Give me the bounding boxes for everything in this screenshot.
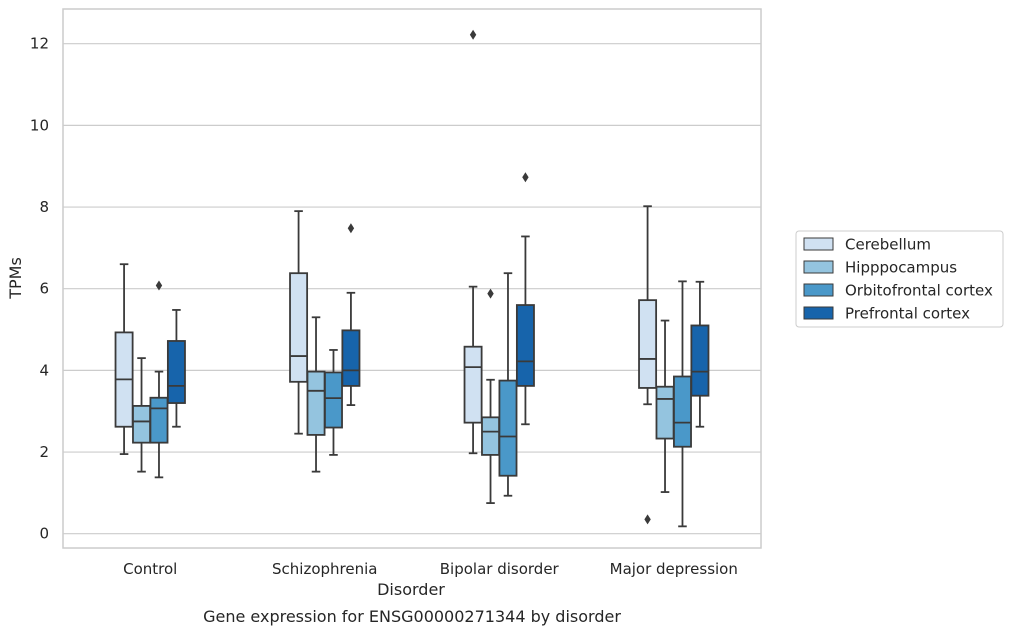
- series-group: [149, 272, 692, 528]
- box: [149, 280, 169, 479]
- box: [515, 172, 535, 426]
- box: [673, 280, 692, 528]
- box-body: [306, 370, 326, 436]
- box: [498, 272, 518, 497]
- legend-label: Cerebellum: [845, 236, 931, 254]
- y-axis-label: TPMs: [6, 257, 25, 300]
- box: [306, 316, 326, 473]
- box-body: [498, 379, 518, 477]
- box-body: [638, 299, 658, 389]
- box: [324, 349, 343, 456]
- legend-item: Prefrontal cortex: [803, 305, 970, 323]
- box-body: [324, 371, 343, 429]
- legend-item: Cerebellum: [803, 236, 931, 254]
- box: [132, 357, 151, 473]
- x-tick-label: Schizophrenia: [272, 560, 377, 578]
- x-tick-label: Bipolar disorder: [440, 560, 560, 578]
- box-body: [289, 272, 309, 383]
- box-body: [673, 375, 692, 448]
- box: [638, 205, 658, 525]
- box: [289, 210, 309, 435]
- y-tick-labels: 0 2 4 6 8 10 12: [30, 35, 49, 543]
- y-tick-label: 8: [39, 198, 49, 216]
- box: [481, 288, 500, 504]
- series-group: [114, 29, 658, 525]
- y-tick-label: 4: [39, 361, 49, 379]
- box: [690, 280, 710, 428]
- box-body: [481, 416, 500, 456]
- legend-swatch: [803, 260, 834, 274]
- outlier-point: [522, 172, 529, 183]
- legend-label: Hipppocampus: [845, 259, 957, 277]
- chart-caption: Gene expression for ENSG00000271344 by d…: [203, 607, 621, 626]
- outlier-point: [644, 514, 651, 525]
- x-tick-label: Control: [123, 560, 177, 578]
- box: [166, 309, 186, 428]
- y-tick-label: 2: [39, 443, 49, 461]
- legend-swatch: [803, 306, 834, 320]
- box-body: [690, 324, 710, 397]
- box-body: [463, 345, 483, 424]
- x-tick-labels: Control Schizophrenia Bipolar disorder Majo…: [123, 560, 738, 578]
- box: [341, 223, 361, 406]
- outlier-point: [469, 29, 477, 40]
- y-tick-label: 10: [30, 116, 49, 134]
- legend: Cerebellum Hipppocampus Orbitofrontal cort…: [795, 230, 1004, 328]
- legend-item: Hipppocampus: [803, 259, 957, 277]
- y-tick-label: 12: [30, 35, 49, 53]
- series-group: [166, 172, 710, 428]
- y-tick-label: 6: [39, 280, 49, 298]
- series-group: [132, 288, 675, 504]
- box-body: [149, 396, 169, 444]
- legend-label: Orbitofrontal cortex: [845, 282, 993, 300]
- legend-label: Prefrontal cortex: [845, 305, 970, 323]
- legend-frame: [795, 230, 1004, 328]
- legend-item: Orbitofrontal cortex: [803, 282, 993, 300]
- legend-swatch: [803, 283, 834, 297]
- box: [463, 29, 483, 455]
- x-axis-label: Disorder: [377, 580, 445, 599]
- box-body: [132, 404, 151, 444]
- box: [655, 319, 675, 493]
- grid-lines: [63, 43, 761, 535]
- box: [114, 263, 134, 455]
- box-body: [341, 329, 361, 387]
- plot-area-frame: [62, 8, 762, 549]
- outlier-point: [347, 223, 355, 234]
- legend-swatch: [803, 237, 834, 251]
- box-body: [655, 385, 675, 440]
- y-tick-label: 0: [39, 525, 49, 543]
- box-series: [114, 29, 710, 528]
- outlier-point: [487, 288, 494, 299]
- x-tick-label: Major depression: [610, 560, 738, 578]
- outlier-point: [155, 280, 163, 291]
- box-body: [166, 340, 186, 404]
- box-body: [515, 304, 535, 387]
